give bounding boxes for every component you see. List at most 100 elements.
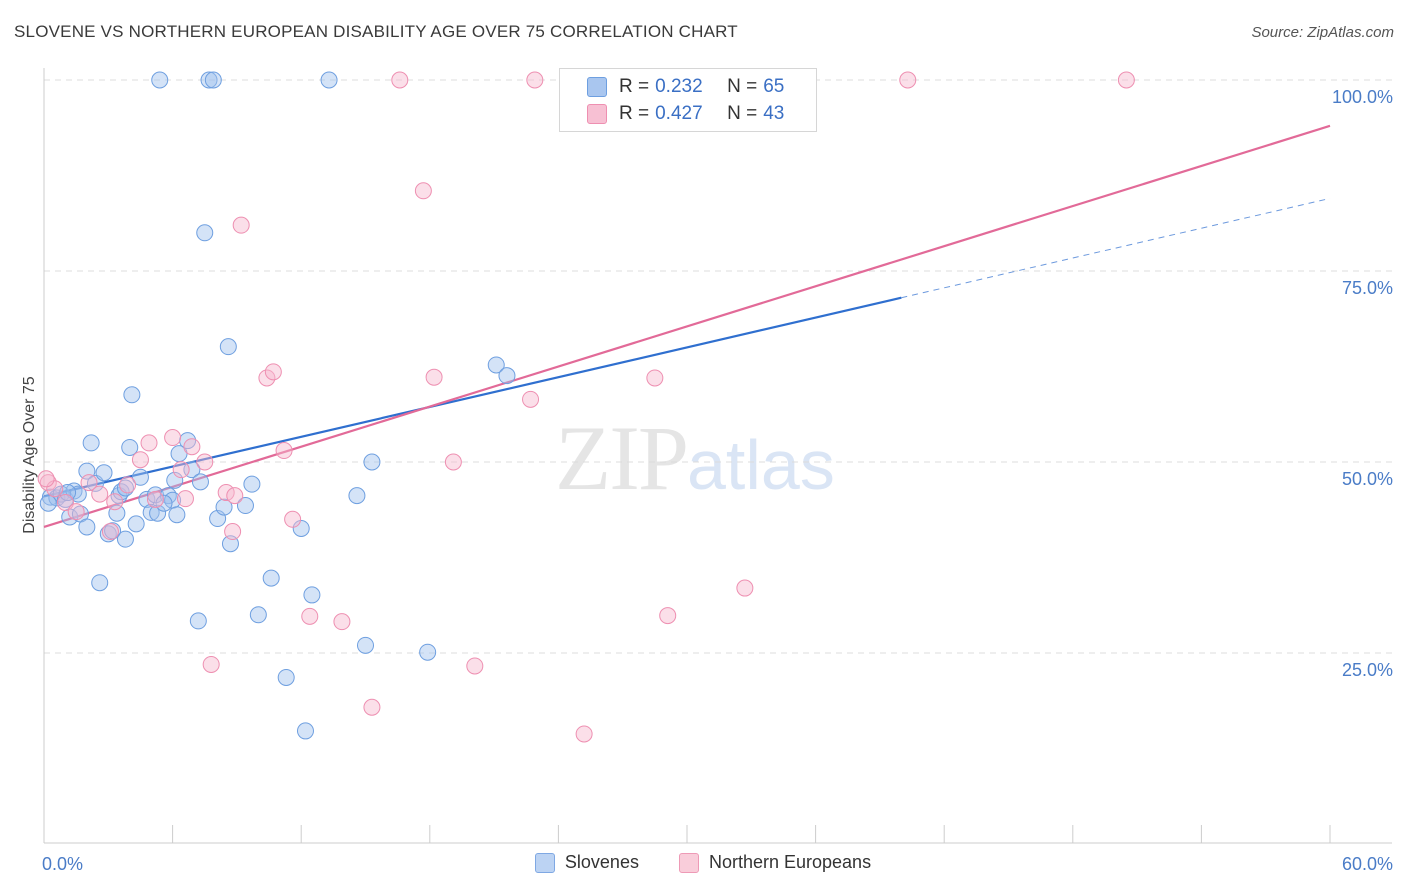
- data-point-slovenes: [149, 504, 167, 522]
- data-point-slovenes: [116, 530, 134, 548]
- data-point-slovenes: [189, 612, 207, 630]
- trend-line-slovenes: [43, 296, 902, 498]
- data-point-slovenes: [419, 643, 437, 661]
- data-point-northern-europeans: [258, 369, 276, 387]
- data-point-northern-europeans: [301, 607, 319, 625]
- data-point-northern-europeans: [659, 607, 677, 625]
- y-tick-label: 25.0%: [1342, 660, 1393, 680]
- data-point-slovenes: [277, 668, 295, 686]
- data-point-northern-europeans: [1117, 71, 1135, 89]
- data-point-northern-europeans: [333, 613, 351, 631]
- watermark-atlas: atlas: [687, 426, 835, 504]
- data-point-slovenes: [320, 71, 338, 89]
- data-point-slovenes: [357, 636, 374, 654]
- data-point-northern-europeans: [46, 480, 64, 498]
- data-point-slovenes: [303, 586, 321, 604]
- y-axis-label: Disability Age Over 75: [21, 376, 38, 534]
- data-point-slovenes: [127, 515, 145, 533]
- legend-row-northern-europeans: R = 0.427 N = 43: [560, 100, 784, 128]
- data-point-northern-europeans: [425, 368, 443, 386]
- data-point-northern-europeans: [646, 369, 664, 387]
- grid: [44, 79, 1392, 654]
- data-point-northern-europeans: [91, 485, 109, 503]
- legend-swatch-slovenes: [587, 77, 607, 97]
- data-point-slovenes: [296, 722, 314, 740]
- y-tick-label: 100.0%: [1332, 87, 1393, 107]
- data-point-slovenes: [249, 606, 267, 624]
- data-point-slovenes: [69, 485, 87, 503]
- series-legend-item-northern-europeans[interactable]: Northern Europeans: [678, 852, 872, 873]
- data-point-northern-europeans: [172, 461, 190, 479]
- data-point-northern-europeans: [575, 725, 593, 743]
- data-point-slovenes: [82, 434, 100, 452]
- series-legend: Slovenes Northern Europeans: [0, 852, 1406, 873]
- data-point-northern-europeans: [226, 487, 244, 505]
- x-tick-label: 0.0%: [42, 854, 83, 874]
- correlation-legend: R = 0.232 N = 65 R = 0.427 N = 43: [559, 68, 817, 132]
- data-point-slovenes: [363, 453, 381, 471]
- data-point-northern-europeans: [466, 657, 484, 675]
- data-point-northern-europeans: [232, 216, 250, 234]
- data-point-slovenes: [219, 338, 237, 356]
- axes: [43, 68, 1392, 844]
- data-point-slovenes: [142, 503, 160, 521]
- legend-n-label: N =: [727, 103, 758, 124]
- data-point-northern-europeans: [67, 503, 85, 521]
- series-legend-item-slovenes[interactable]: Slovenes: [534, 852, 639, 873]
- data-point-northern-europeans: [37, 470, 55, 488]
- data-point-slovenes: [236, 497, 254, 515]
- legend-row-slovenes: R = 0.232 N = 65: [560, 73, 784, 101]
- data-point-slovenes: [91, 574, 109, 592]
- data-point-slovenes: [215, 498, 233, 516]
- data-point-northern-europeans: [414, 182, 432, 200]
- source-label: Source: ZipAtlas.com: [1251, 24, 1394, 41]
- data-point-northern-europeans: [106, 493, 124, 511]
- data-point-slovenes: [39, 494, 57, 512]
- legend-r-value: 0.232: [655, 76, 703, 97]
- data-point-slovenes: [168, 506, 186, 524]
- data-point-slovenes: [151, 71, 169, 89]
- data-points: [37, 71, 1135, 743]
- data-point-slovenes: [200, 71, 218, 89]
- data-point-slovenes: [121, 438, 139, 456]
- data-point-northern-europeans: [391, 71, 409, 89]
- legend-r-label: R =: [619, 103, 650, 124]
- data-point-slovenes: [95, 464, 113, 482]
- data-point-northern-europeans: [522, 390, 540, 408]
- data-point-slovenes: [498, 367, 516, 385]
- data-point-slovenes: [166, 471, 184, 489]
- data-point-northern-europeans: [899, 71, 917, 89]
- x-tick-label: 60.0%: [1342, 854, 1393, 874]
- watermark-zip: ZIP: [555, 407, 689, 509]
- data-point-northern-europeans: [526, 71, 544, 89]
- data-point-northern-europeans: [119, 476, 137, 494]
- data-point-slovenes: [292, 519, 310, 537]
- legend-r-label: R =: [619, 76, 650, 97]
- data-point-northern-europeans: [101, 523, 119, 541]
- series-swatch-slovenes: [534, 852, 555, 873]
- trend-line-northern-europeans: [43, 124, 1331, 528]
- legend-n-value: 65: [763, 76, 785, 97]
- series-label-northern-europeans: Northern Europeans: [708, 852, 872, 872]
- trend-line-extension: [901, 197, 1331, 299]
- data-point-slovenes: [243, 475, 261, 493]
- data-point-slovenes: [155, 494, 173, 512]
- data-point-northern-europeans: [164, 429, 182, 447]
- data-point-slovenes: [262, 569, 280, 587]
- data-point-northern-europeans: [444, 453, 462, 471]
- data-point-northern-europeans: [146, 490, 164, 508]
- legend-r-value: 0.427: [655, 103, 703, 124]
- trend-lines: [43, 124, 1331, 528]
- y-tick-label: 50.0%: [1342, 469, 1393, 489]
- y-tick-label: 75.0%: [1342, 278, 1393, 298]
- axis-labels: 25.0% 50.0% 75.0% 100.0% 0.0% 60.0% Disability…: [21, 87, 1393, 874]
- data-point-northern-europeans: [176, 490, 194, 508]
- data-point-slovenes: [204, 71, 222, 89]
- series-label-slovenes: Slovenes: [564, 852, 639, 872]
- data-point-slovenes: [59, 484, 77, 502]
- data-point-slovenes: [196, 224, 214, 242]
- data-point-northern-europeans: [736, 579, 754, 597]
- data-point-slovenes: [78, 518, 96, 536]
- data-point-slovenes: [131, 468, 149, 486]
